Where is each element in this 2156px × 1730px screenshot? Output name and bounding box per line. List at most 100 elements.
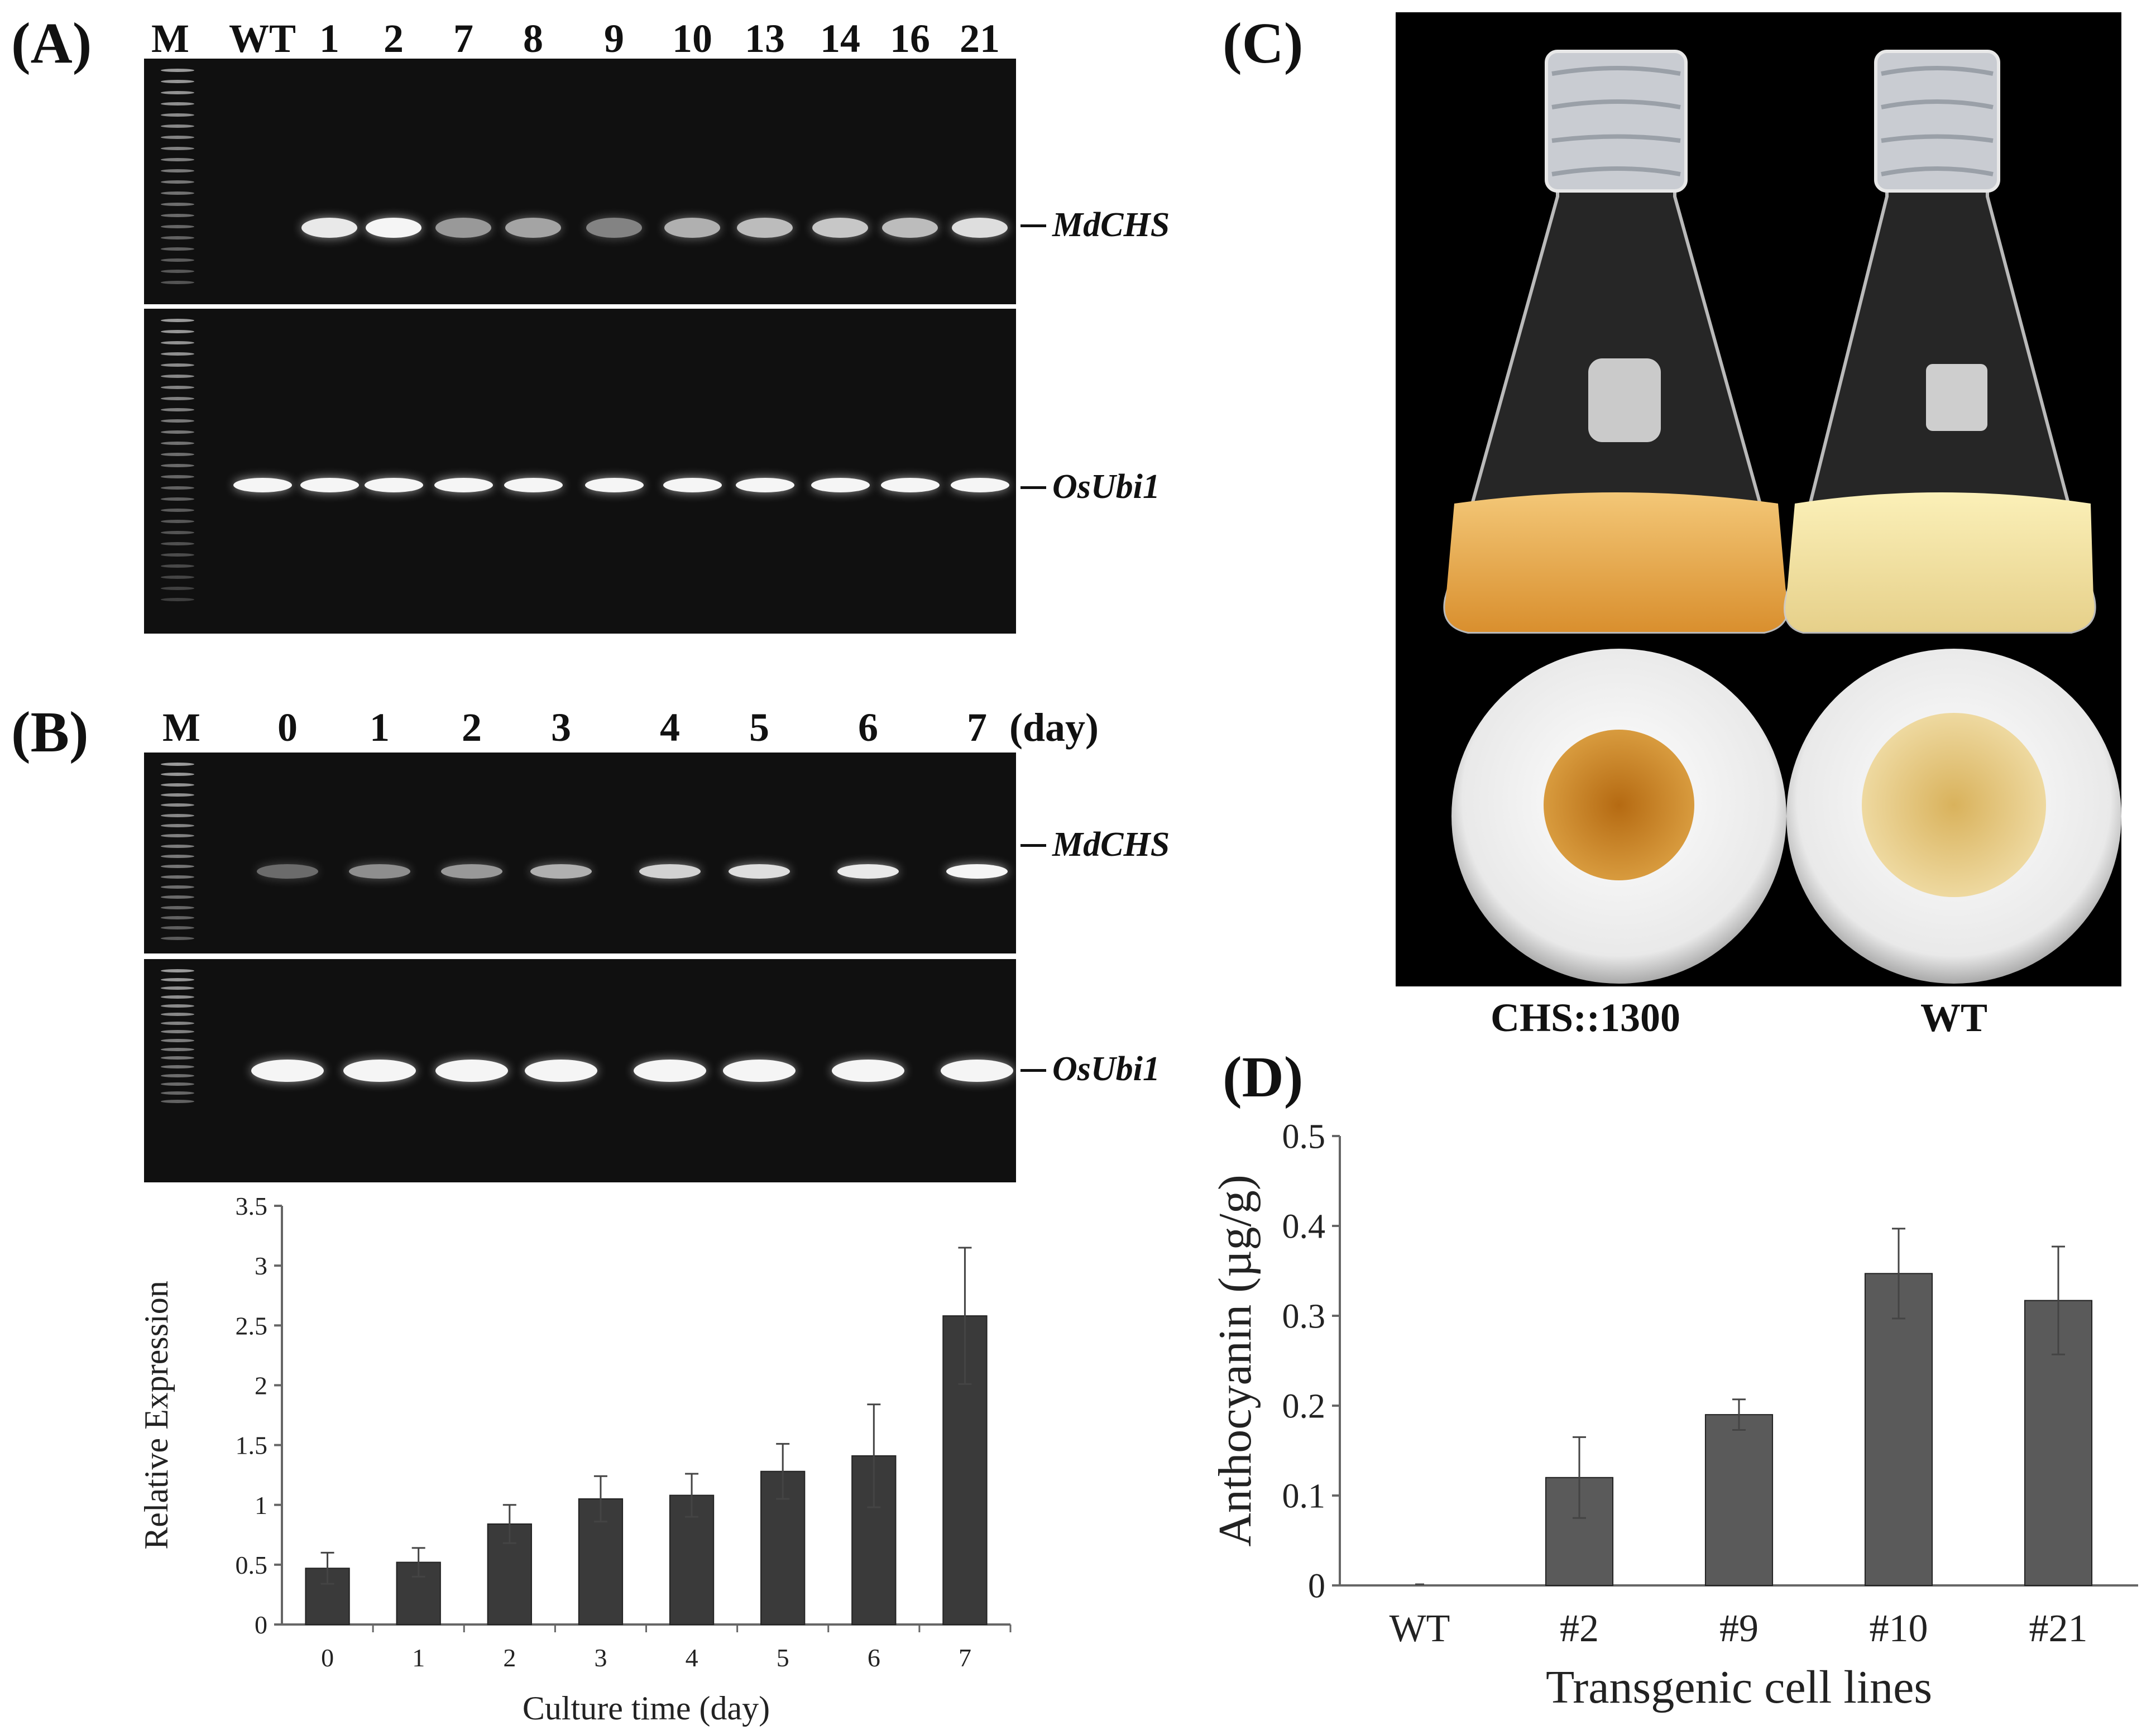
ladder-band [161, 1065, 194, 1068]
chart-d-anthocyanin: 0 0.1 0.2 0.3 0.4 0.5 WT #2 #9 #10 #21 Transgenic c… [1209, 1118, 2138, 1713]
ladder-band [161, 793, 194, 797]
ladder-band [161, 203, 194, 206]
gel-band [257, 864, 318, 879]
ladder-band [161, 598, 194, 601]
gel-band [737, 218, 793, 238]
ladder-band [161, 191, 194, 195]
y-tick-label: 0.5 [236, 1551, 268, 1579]
gel-band [343, 1060, 416, 1082]
gel-band [434, 478, 493, 492]
panel-a-lane-label: 7 [453, 16, 473, 61]
ladder-band [161, 319, 194, 322]
ladder-band [161, 147, 194, 150]
ladder-band [161, 875, 194, 879]
gene-marker-line [1020, 224, 1046, 227]
panel-a-label: (A) [11, 11, 92, 75]
ladder-band [161, 824, 194, 827]
x-tick-label: WT [1390, 1607, 1450, 1650]
y-tick-label: 0.2 [1282, 1388, 1326, 1426]
gel-band [832, 1060, 904, 1082]
gene-label-osubi1-b: OsUbi1 [1052, 1050, 1160, 1088]
ladder-band [161, 214, 194, 217]
ladder-band [161, 330, 194, 333]
ladder-band [161, 905, 194, 909]
gel-band [837, 864, 899, 879]
panel-b-lane-label: 6 [858, 705, 878, 750]
panel-a-lane-label: 8 [523, 16, 543, 61]
ladder-band [161, 408, 194, 411]
ladder-band [161, 916, 194, 919]
panel-a-lane-label: 1 [319, 16, 339, 61]
ladder-band [161, 834, 194, 838]
ladder-band [161, 969, 194, 972]
callus-wt [1862, 713, 2046, 897]
x-tick-label: 3 [594, 1643, 607, 1672]
ladder-band [161, 225, 194, 228]
ladder-band [161, 386, 194, 389]
x-tick-label: 0 [321, 1643, 334, 1672]
panel-a-lane-label: 16 [890, 16, 930, 61]
ladder-band [161, 855, 194, 858]
gel-band [882, 218, 938, 238]
ladder-band [161, 773, 194, 777]
x-tick-label: 7 [959, 1643, 971, 1672]
ladder-band [161, 453, 194, 456]
ladder-band [161, 1021, 194, 1025]
x-tick-label: 1 [412, 1643, 425, 1672]
chart-b-relative-expression: 0 0.5 1 1.5 2 2.5 3 3.5 0 1 2 3 4 5 6 7 Culture time (da… [138, 1192, 1012, 1727]
panel-b-lane-label: 4 [660, 705, 680, 750]
gel-band [505, 218, 561, 238]
gene-marker-line [1020, 1069, 1046, 1072]
panel-a-lane-label: 13 [745, 16, 785, 61]
ladder-band [161, 576, 194, 579]
gel-band [300, 478, 359, 492]
x-tick-label: #10 [1870, 1607, 1928, 1650]
panel-a-lane-label: WT [228, 16, 296, 61]
caption-wt: WT [1920, 995, 1988, 1040]
panel-a-lane-label: 14 [820, 16, 860, 61]
ladder-band [161, 1030, 194, 1034]
panel-b-lane-label: 1 [370, 705, 390, 750]
gel-band [950, 478, 1009, 492]
ladder-band [161, 520, 194, 523]
ladder-band [161, 844, 194, 848]
gel-band [586, 218, 642, 238]
ladder-band [161, 995, 194, 999]
ladder-band [161, 986, 194, 990]
ladder-band [161, 497, 194, 501]
y-tick-label: 3.5 [236, 1192, 268, 1220]
gel-band [435, 1060, 508, 1082]
panel-b-lane-label: 3 [551, 705, 571, 750]
gene-marker-line [1020, 486, 1046, 489]
panel-a-lane-label: M [151, 16, 189, 61]
ladder-band [161, 895, 194, 899]
gel-band [952, 218, 1008, 238]
y-tick-label: 0 [1308, 1568, 1325, 1606]
panel-b-lane-label: 7 [967, 705, 987, 750]
x-tick-label: 4 [686, 1643, 698, 1672]
ladder-band [161, 1074, 194, 1077]
y-tick-label: 0.4 [1282, 1208, 1326, 1246]
gene-marker-line [1020, 844, 1046, 847]
ladder-band [161, 1039, 194, 1042]
flask-wt [1784, 50, 2096, 634]
gel-band [301, 218, 357, 238]
gene-label-osubi1-a: OsUbi1 [1052, 468, 1160, 506]
y-tick-label: 2 [255, 1372, 267, 1400]
x-tick-label: #2 [1560, 1607, 1599, 1650]
ladder-band [161, 270, 194, 273]
ladder-band [161, 375, 194, 378]
callus-chs [1544, 730, 1694, 880]
ladder-band [161, 281, 194, 284]
gel-band [946, 864, 1008, 879]
ladder-band [161, 442, 194, 445]
panel-d-label: (D) [1223, 1045, 1304, 1109]
ladder-band [161, 865, 194, 869]
ladder-band [161, 341, 194, 344]
panel-b-lane-label: 5 [749, 705, 769, 750]
gel-band [811, 478, 870, 492]
ladder-band [161, 91, 194, 94]
caption-chs-1300: CHS::1300 [1491, 995, 1680, 1040]
gel-band [525, 1060, 597, 1082]
y-tick-label: 0.5 [1282, 1118, 1326, 1156]
